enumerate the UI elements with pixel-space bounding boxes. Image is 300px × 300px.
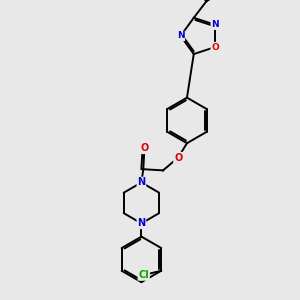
- Text: O: O: [211, 43, 219, 52]
- Text: O: O: [140, 143, 148, 153]
- Text: N: N: [137, 218, 146, 228]
- Text: N: N: [211, 20, 219, 29]
- Text: N: N: [137, 178, 146, 188]
- Text: O: O: [174, 153, 182, 163]
- Text: Cl: Cl: [138, 270, 149, 280]
- Text: N: N: [177, 32, 184, 40]
